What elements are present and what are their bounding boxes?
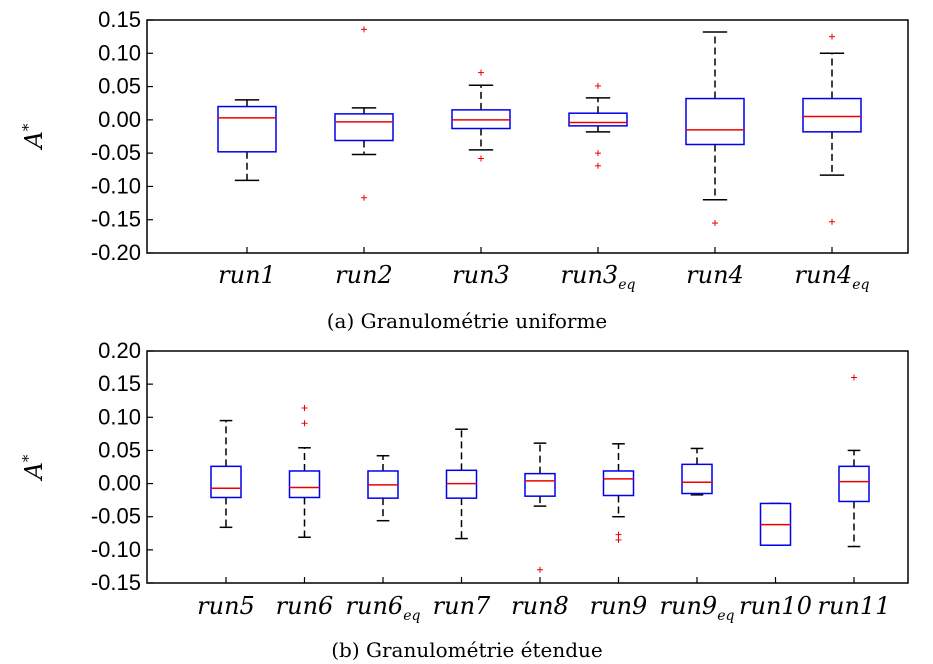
panel-b-y-tick-label: 0.20 [98, 338, 141, 363]
panel-a-x-axis: run1 run2 run3 run3eq run4 run4eq [218, 247, 869, 293]
panel-b-y-tick-label: 0.05 [98, 437, 141, 462]
panel-a-y-tick-label: 0.00 [98, 107, 141, 132]
outlier-marker [301, 405, 308, 412]
panel-b-box-6 [602, 443, 635, 543]
panel-b-x-axis: run5 run6 run6eq run7 run8 run9 run9eq run10 run… [197, 577, 890, 624]
panel-b-y-axis: -0.15 -0.10 -0.05 0.00 0.05 0.10 0.15 0.20 [91, 338, 153, 595]
panel-a-x-tick-label: run3 [452, 261, 510, 289]
iqr-box [334, 113, 394, 142]
panel-b-x-tick-label: run9eq [660, 592, 735, 624]
panel-a-plot-frame [146, 19, 909, 254]
iqr-box [217, 105, 277, 153]
panel-a-box-6 [802, 33, 862, 225]
outlier-marker [301, 420, 308, 427]
panel-b-box-7 [681, 447, 713, 496]
panel-a-y-tick-label: -0.15 [91, 207, 141, 232]
iqr-box [802, 97, 862, 133]
panel-b-box-1 [210, 419, 242, 529]
panel-a-box-4 [568, 82, 628, 169]
panel-b-box-5 [524, 442, 556, 573]
outlier-marker [851, 374, 857, 381]
panel-a-y-tick-label: -0.20 [91, 240, 141, 265]
panel-b-y-tick-label: 0.10 [98, 404, 141, 429]
panel-a-box-5 [685, 31, 745, 227]
outlier-marker [595, 162, 601, 169]
panel-a-y-tick-label: -0.10 [91, 173, 141, 198]
outlier-marker [829, 33, 835, 40]
panel-b-x-tick-label: run9 [590, 592, 648, 620]
outlier-marker [537, 566, 543, 573]
iqr-box [210, 465, 242, 499]
panel-b-x-tick-label: run8 [511, 592, 569, 620]
outlier-marker [361, 26, 367, 33]
panel-b-extended: -0.15 -0.10 -0.05 0.00 0.05 0.10 0.15 0.20 run5… [19, 338, 909, 662]
panel-b-x-tick-label: run11 [818, 592, 891, 620]
panel-a-y-tick-label: 0.15 [98, 7, 141, 32]
outlier-marker [829, 218, 835, 225]
panel-b-y-tick-label: 0.15 [98, 371, 141, 396]
panel-a-y-axis-label: A* [19, 123, 48, 150]
outlier-marker [361, 194, 367, 201]
panel-b-x-tick-label: run7 [433, 592, 491, 620]
iqr-box [524, 472, 556, 497]
iqr-box [288, 470, 321, 499]
panel-b-box-8 [759, 502, 792, 546]
outlier-marker [595, 150, 601, 157]
iqr-box [602, 470, 635, 497]
outlier-marker [712, 220, 718, 227]
outlier-marker [478, 155, 484, 162]
iqr-box [681, 463, 713, 495]
panel-a-y-axis: -0.20 -0.15 -0.10 -0.05 0.00 0.05 0.10 0.15 [91, 7, 153, 265]
panel-a-x-tick-label: run3eq [561, 261, 636, 293]
panel-b-caption: (b) Granulométrie étendue [331, 638, 603, 662]
panel-b-y-axis-label: A* [19, 454, 48, 481]
outlier-marker [478, 69, 484, 76]
panel-a-y-tick-label: -0.05 [91, 140, 141, 165]
panel-a-y-tick-label: 0.05 [98, 74, 141, 99]
panel-b-y-tick-label: -0.10 [91, 537, 141, 562]
panel-a-uniform: -0.20 -0.15 -0.10 -0.05 0.00 0.05 0.10 0.15 run… [19, 7, 909, 333]
panel-b-boxes [210, 374, 870, 573]
panel-a-box-3 [451, 69, 511, 162]
panel-b-y-tick-label: -0.05 [91, 504, 141, 529]
panel-b-plot-frame [146, 350, 909, 584]
panel-b-x-tick-label: run5 [197, 592, 255, 620]
panel-b-y-tick-label: -0.15 [91, 570, 141, 595]
panel-a-x-tick-label: run4eq [795, 261, 870, 293]
outlier-marker [615, 536, 622, 543]
panel-a-x-tick-label: run2 [335, 261, 393, 289]
panel-a-x-tick-label: run4 [686, 261, 744, 289]
panel-a-box-2 [334, 26, 394, 201]
panel-b-y-tick-label: 0.00 [98, 471, 141, 496]
panel-b-box-9 [838, 374, 870, 548]
panel-a-box-1 [217, 99, 277, 182]
panel-a-boxes [217, 26, 862, 227]
iqr-box [685, 97, 745, 146]
panel-b-box-3 [367, 454, 399, 522]
outlier-marker [595, 82, 601, 89]
iqr-box [838, 465, 870, 503]
panel-b-x-tick-label: run10 [739, 592, 812, 620]
panel-a-x-tick-label: run1 [218, 261, 276, 289]
panel-b-box-2 [288, 405, 321, 539]
iqr-box [568, 112, 628, 127]
panel-b-x-tick-label: run6eq [346, 592, 421, 624]
panel-b-x-tick-label: run6 [276, 592, 334, 620]
panel-a-y-tick-label: 0.10 [98, 40, 141, 65]
panel-a-caption: (a) Granulométrie uniforme [327, 309, 608, 333]
panel-b-box-4 [445, 428, 478, 540]
outlier-marker [615, 531, 622, 538]
